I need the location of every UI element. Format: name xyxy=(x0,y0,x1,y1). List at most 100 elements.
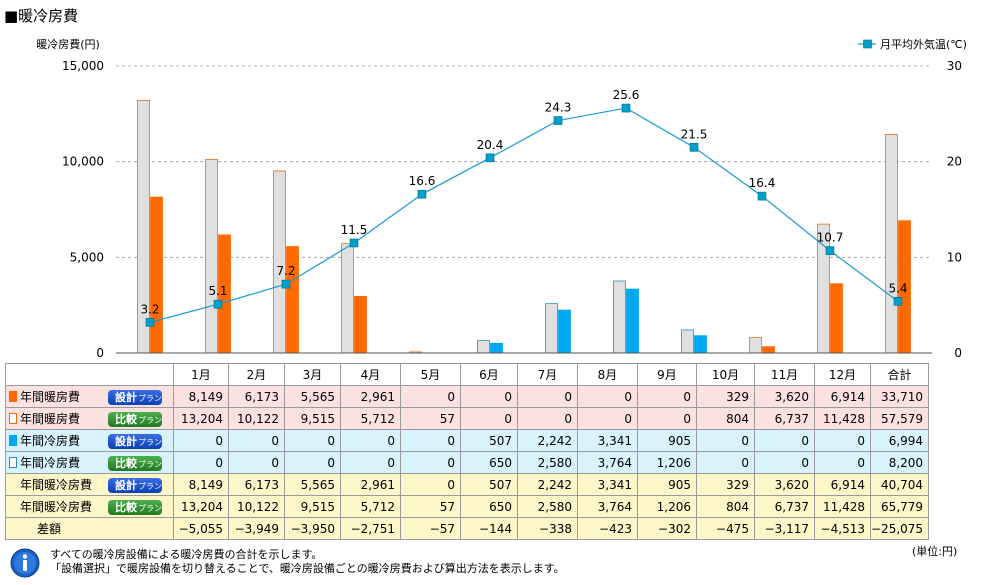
series-marker-icon xyxy=(9,413,17,424)
table-cell: 507 xyxy=(460,429,518,452)
square-marker-icon xyxy=(863,39,872,49)
header-cell: 6月 xyxy=(460,363,518,386)
header-cell: 8月 xyxy=(577,363,638,386)
row-label-cell: 年間暖冷房費 比較プラン xyxy=(5,495,174,518)
row-label: 年間冷房費 xyxy=(20,434,81,448)
table-cell: 3,620 xyxy=(754,385,815,408)
table-cell: 0 xyxy=(696,451,755,474)
table-cell: 0 xyxy=(228,429,285,452)
chart-legend: 月平均外気温(℃) xyxy=(858,37,967,51)
page-title: ■暖冷房費 xyxy=(4,7,79,25)
plan-button[interactable]: 比較プラン xyxy=(108,500,162,515)
table-cell: 804 xyxy=(696,495,755,518)
left-axis-tick-label: 5,000 xyxy=(70,250,104,264)
temperature-point xyxy=(213,299,223,309)
header-cell: 9月 xyxy=(637,363,697,386)
diff-cell: −25,075 xyxy=(869,517,930,540)
temperature-data-label: 16.6 xyxy=(409,174,436,188)
header-cell: 4月 xyxy=(340,363,401,386)
table-cell: 0 xyxy=(460,407,518,430)
plan-button[interactable]: 比較プラン xyxy=(108,456,162,471)
table-cell: 57 xyxy=(400,407,461,430)
table-cell: 1,206 xyxy=(637,451,697,474)
diff-cell: −144 xyxy=(460,517,518,540)
diff-cell: −3,950 xyxy=(284,517,341,540)
table-cell: 2,961 xyxy=(340,473,401,496)
chart-bar xyxy=(273,170,286,354)
note-line: すべての暖冷房設備による暖冷房費の合計を示します。 xyxy=(50,548,323,561)
plan-button-label: 比較 xyxy=(115,457,137,470)
table-cell: 0 xyxy=(340,451,401,474)
table-cell: 507 xyxy=(460,473,518,496)
diff-cell: −338 xyxy=(517,517,578,540)
table-cell: 5,712 xyxy=(340,407,401,430)
table-cell: 6,737 xyxy=(754,495,815,518)
header-cell: 1月 xyxy=(173,363,229,386)
chart-line: 3.2 5.1 7.2 11.5 16.6 20.4 24.3 25.6 21.5 16.4 10.… xyxy=(140,88,908,327)
table-cell: 3,764 xyxy=(577,451,638,474)
diff-cell: −302 xyxy=(637,517,697,540)
diff-cell: −5,055 xyxy=(173,517,229,540)
temperature-point xyxy=(825,246,835,255)
table-cell: 8,149 xyxy=(173,473,229,496)
header-cell: 12月 xyxy=(814,363,871,386)
left-axis-title: 暖冷房費(円) xyxy=(36,37,100,51)
left-axis-tick-label: 10,000 xyxy=(62,155,104,169)
legend-label: 月平均外気温(℃) xyxy=(880,37,967,51)
temperature-point xyxy=(621,103,631,113)
table-cell: 2,961 xyxy=(340,385,401,408)
table-cell: 905 xyxy=(637,473,697,496)
table-cell: 3,341 xyxy=(577,473,638,496)
right-axis-tick-label: 30 xyxy=(947,59,962,73)
left-axis-tick-label: 15,000 xyxy=(62,59,104,73)
plan-button-label: 比較 xyxy=(115,413,137,426)
left-axis-tick-label: 0 xyxy=(96,346,104,360)
row-label: 年間冷房費 xyxy=(20,456,81,470)
table-cell: 0 xyxy=(228,451,285,474)
plan-button-suffix: プラン xyxy=(138,438,162,447)
table-cell: 650 xyxy=(460,495,518,518)
table-cell: 9,515 xyxy=(284,495,341,518)
table-cell: 329 xyxy=(696,473,755,496)
table-cell: 6,914 xyxy=(814,473,871,496)
table-cell: 6,173 xyxy=(228,473,285,496)
header-cell: 5月 xyxy=(400,363,461,386)
table-cell: 0 xyxy=(400,473,461,496)
diff-cell: −57 xyxy=(400,517,461,540)
table-cell: 2,242 xyxy=(517,429,578,452)
plan-button-suffix: プラン xyxy=(138,482,162,491)
table-cell: 6,737 xyxy=(754,407,815,430)
table-cell: 0 xyxy=(284,429,341,452)
temperature-point xyxy=(281,279,291,289)
header-corner-cell xyxy=(5,363,174,386)
diff-cell: −4,513 xyxy=(814,517,871,540)
table-cell: 3,764 xyxy=(577,495,638,518)
temperature-data-label: 24.3 xyxy=(545,101,572,115)
series-marker-icon xyxy=(9,501,17,512)
table-cell: 0 xyxy=(173,429,229,452)
table-cell: 10,122 xyxy=(228,407,285,430)
table-cell: 2,242 xyxy=(517,473,578,496)
table-cell: 0 xyxy=(400,451,461,474)
chart-bar xyxy=(694,335,707,354)
plan-button-suffix: プラン xyxy=(138,416,162,425)
table-cell: 13,204 xyxy=(173,407,229,430)
table-cell: 0 xyxy=(284,451,341,474)
table-cell: 0 xyxy=(400,429,461,452)
table-cell: 13,204 xyxy=(173,495,229,518)
table-cell: 650 xyxy=(460,451,518,474)
row-label-cell: 年間暖房費 比較プラン xyxy=(5,407,174,430)
table-cell: 9,515 xyxy=(284,407,341,430)
notes: すべての暖冷房設備による暖冷房費の合計を示します。 「設備選択」で暖房設備を切り… xyxy=(50,548,565,576)
table-cell: 0 xyxy=(754,429,815,452)
chart-bar xyxy=(558,309,571,354)
plan-button[interactable]: 設計プラン xyxy=(108,434,162,449)
plan-button[interactable]: 設計プラン xyxy=(108,390,162,405)
row-label: 年間暖房費 xyxy=(20,412,81,426)
plan-button[interactable]: 比較プラン xyxy=(108,412,162,427)
plan-button[interactable]: 設計プラン xyxy=(108,478,162,493)
chart-bar xyxy=(545,303,558,354)
temperature-line xyxy=(149,107,899,323)
header-cell: 10月 xyxy=(696,363,755,386)
table-cell: 10,122 xyxy=(228,495,285,518)
